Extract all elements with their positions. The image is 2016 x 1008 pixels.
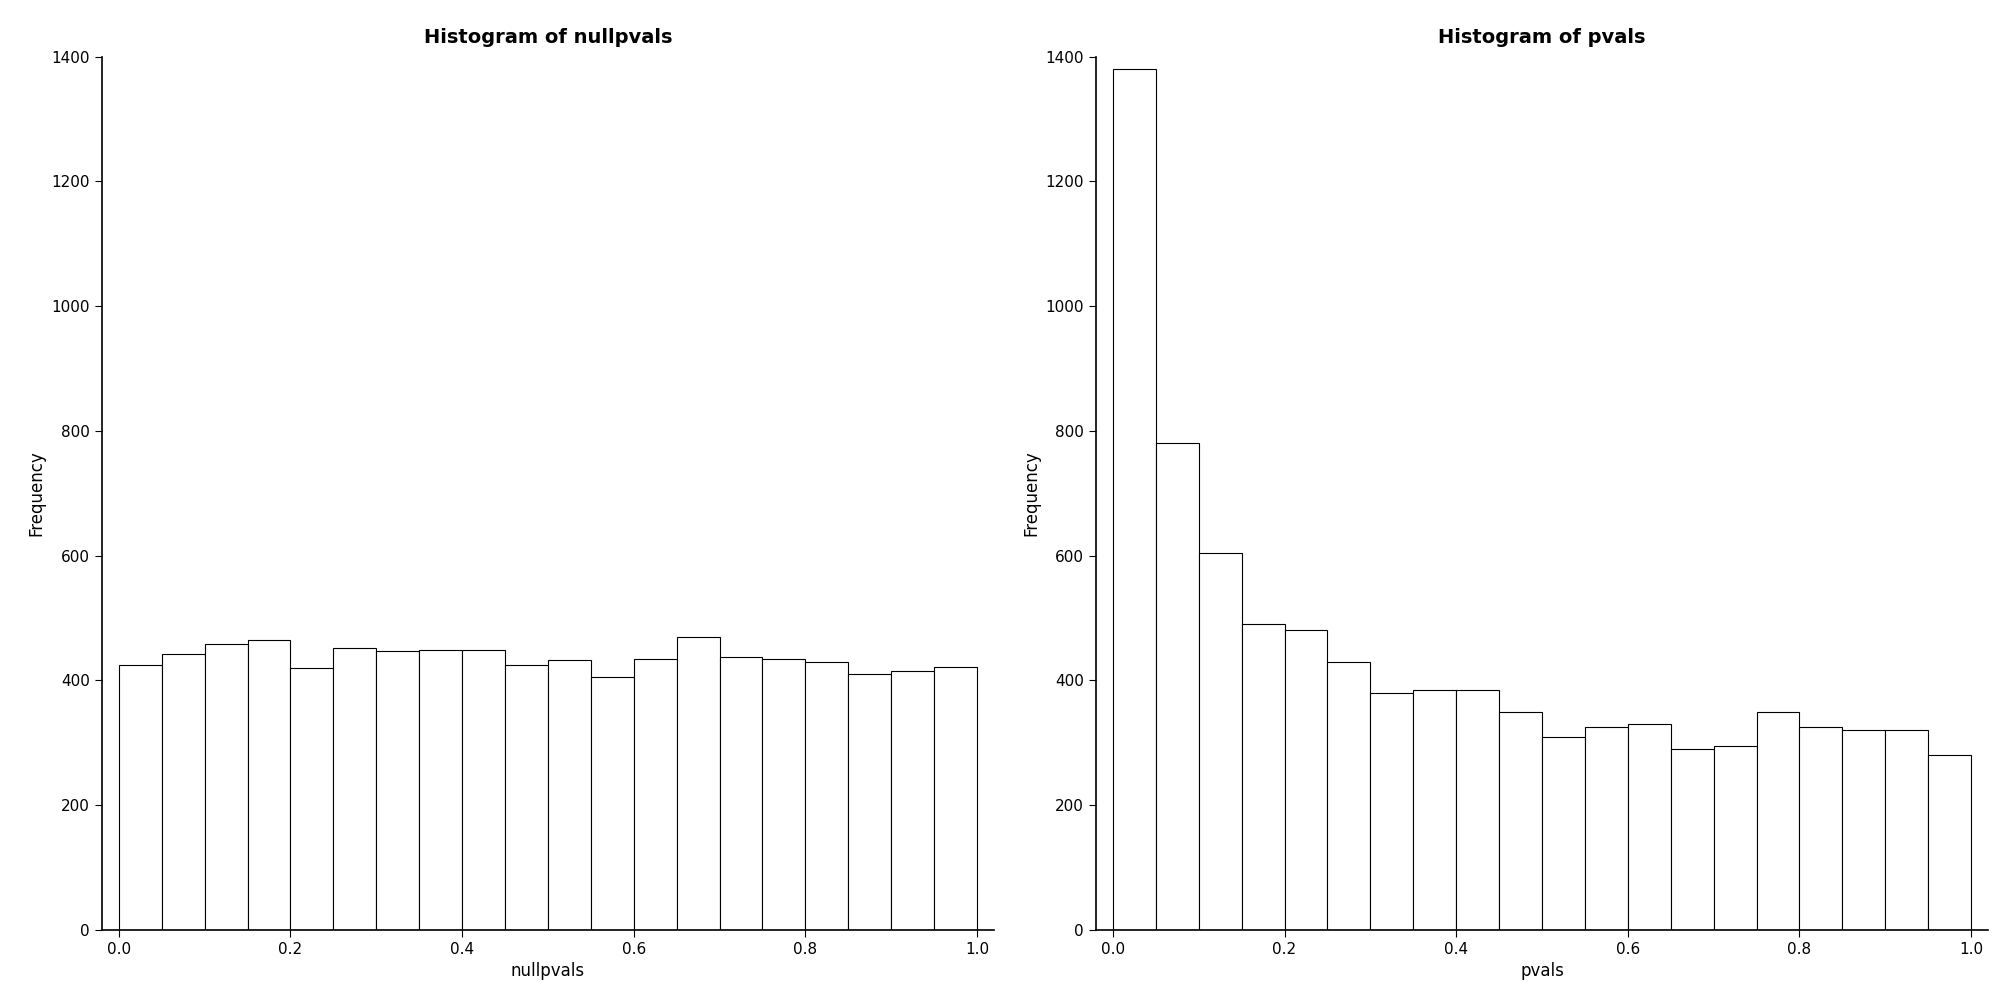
- Bar: [762, 658, 804, 929]
- Bar: [1500, 712, 1542, 929]
- Bar: [1456, 689, 1500, 929]
- Bar: [548, 660, 591, 929]
- Bar: [462, 650, 504, 929]
- Title: Histogram of pvals: Histogram of pvals: [1437, 28, 1645, 46]
- Bar: [1200, 552, 1242, 929]
- Bar: [677, 637, 720, 929]
- Bar: [1800, 727, 1843, 929]
- Bar: [633, 658, 677, 929]
- Bar: [891, 671, 933, 929]
- Bar: [1371, 692, 1413, 929]
- Bar: [1284, 630, 1327, 929]
- Bar: [290, 668, 333, 929]
- Bar: [1843, 730, 1885, 929]
- Bar: [204, 644, 248, 929]
- Bar: [504, 665, 548, 929]
- Bar: [1327, 661, 1371, 929]
- Bar: [119, 665, 161, 929]
- Bar: [419, 650, 462, 929]
- Bar: [804, 661, 849, 929]
- Bar: [933, 666, 978, 929]
- Bar: [1714, 746, 1756, 929]
- Bar: [1413, 689, 1456, 929]
- Bar: [1155, 444, 1200, 929]
- Bar: [1585, 727, 1627, 929]
- Bar: [1756, 712, 1800, 929]
- Bar: [849, 674, 891, 929]
- X-axis label: pvals: pvals: [1520, 963, 1564, 980]
- Y-axis label: Frequency: Frequency: [28, 451, 46, 536]
- Bar: [248, 640, 290, 929]
- Y-axis label: Frequency: Frequency: [1022, 451, 1040, 536]
- Bar: [1885, 730, 1927, 929]
- Bar: [1927, 755, 1972, 929]
- Bar: [1542, 737, 1585, 929]
- Bar: [720, 657, 762, 929]
- Bar: [333, 648, 377, 929]
- Bar: [1671, 749, 1714, 929]
- Bar: [1113, 70, 1155, 929]
- X-axis label: nullpvals: nullpvals: [510, 963, 585, 980]
- Bar: [1242, 624, 1284, 929]
- Bar: [161, 653, 204, 929]
- Title: Histogram of nullpvals: Histogram of nullpvals: [423, 28, 671, 46]
- Bar: [377, 651, 419, 929]
- Bar: [591, 677, 633, 929]
- Bar: [1627, 724, 1671, 929]
